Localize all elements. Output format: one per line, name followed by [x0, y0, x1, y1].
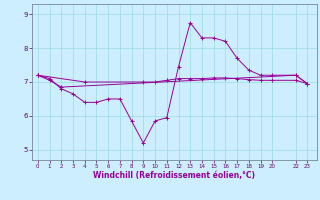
X-axis label: Windchill (Refroidissement éolien,°C): Windchill (Refroidissement éolien,°C)	[93, 171, 255, 180]
